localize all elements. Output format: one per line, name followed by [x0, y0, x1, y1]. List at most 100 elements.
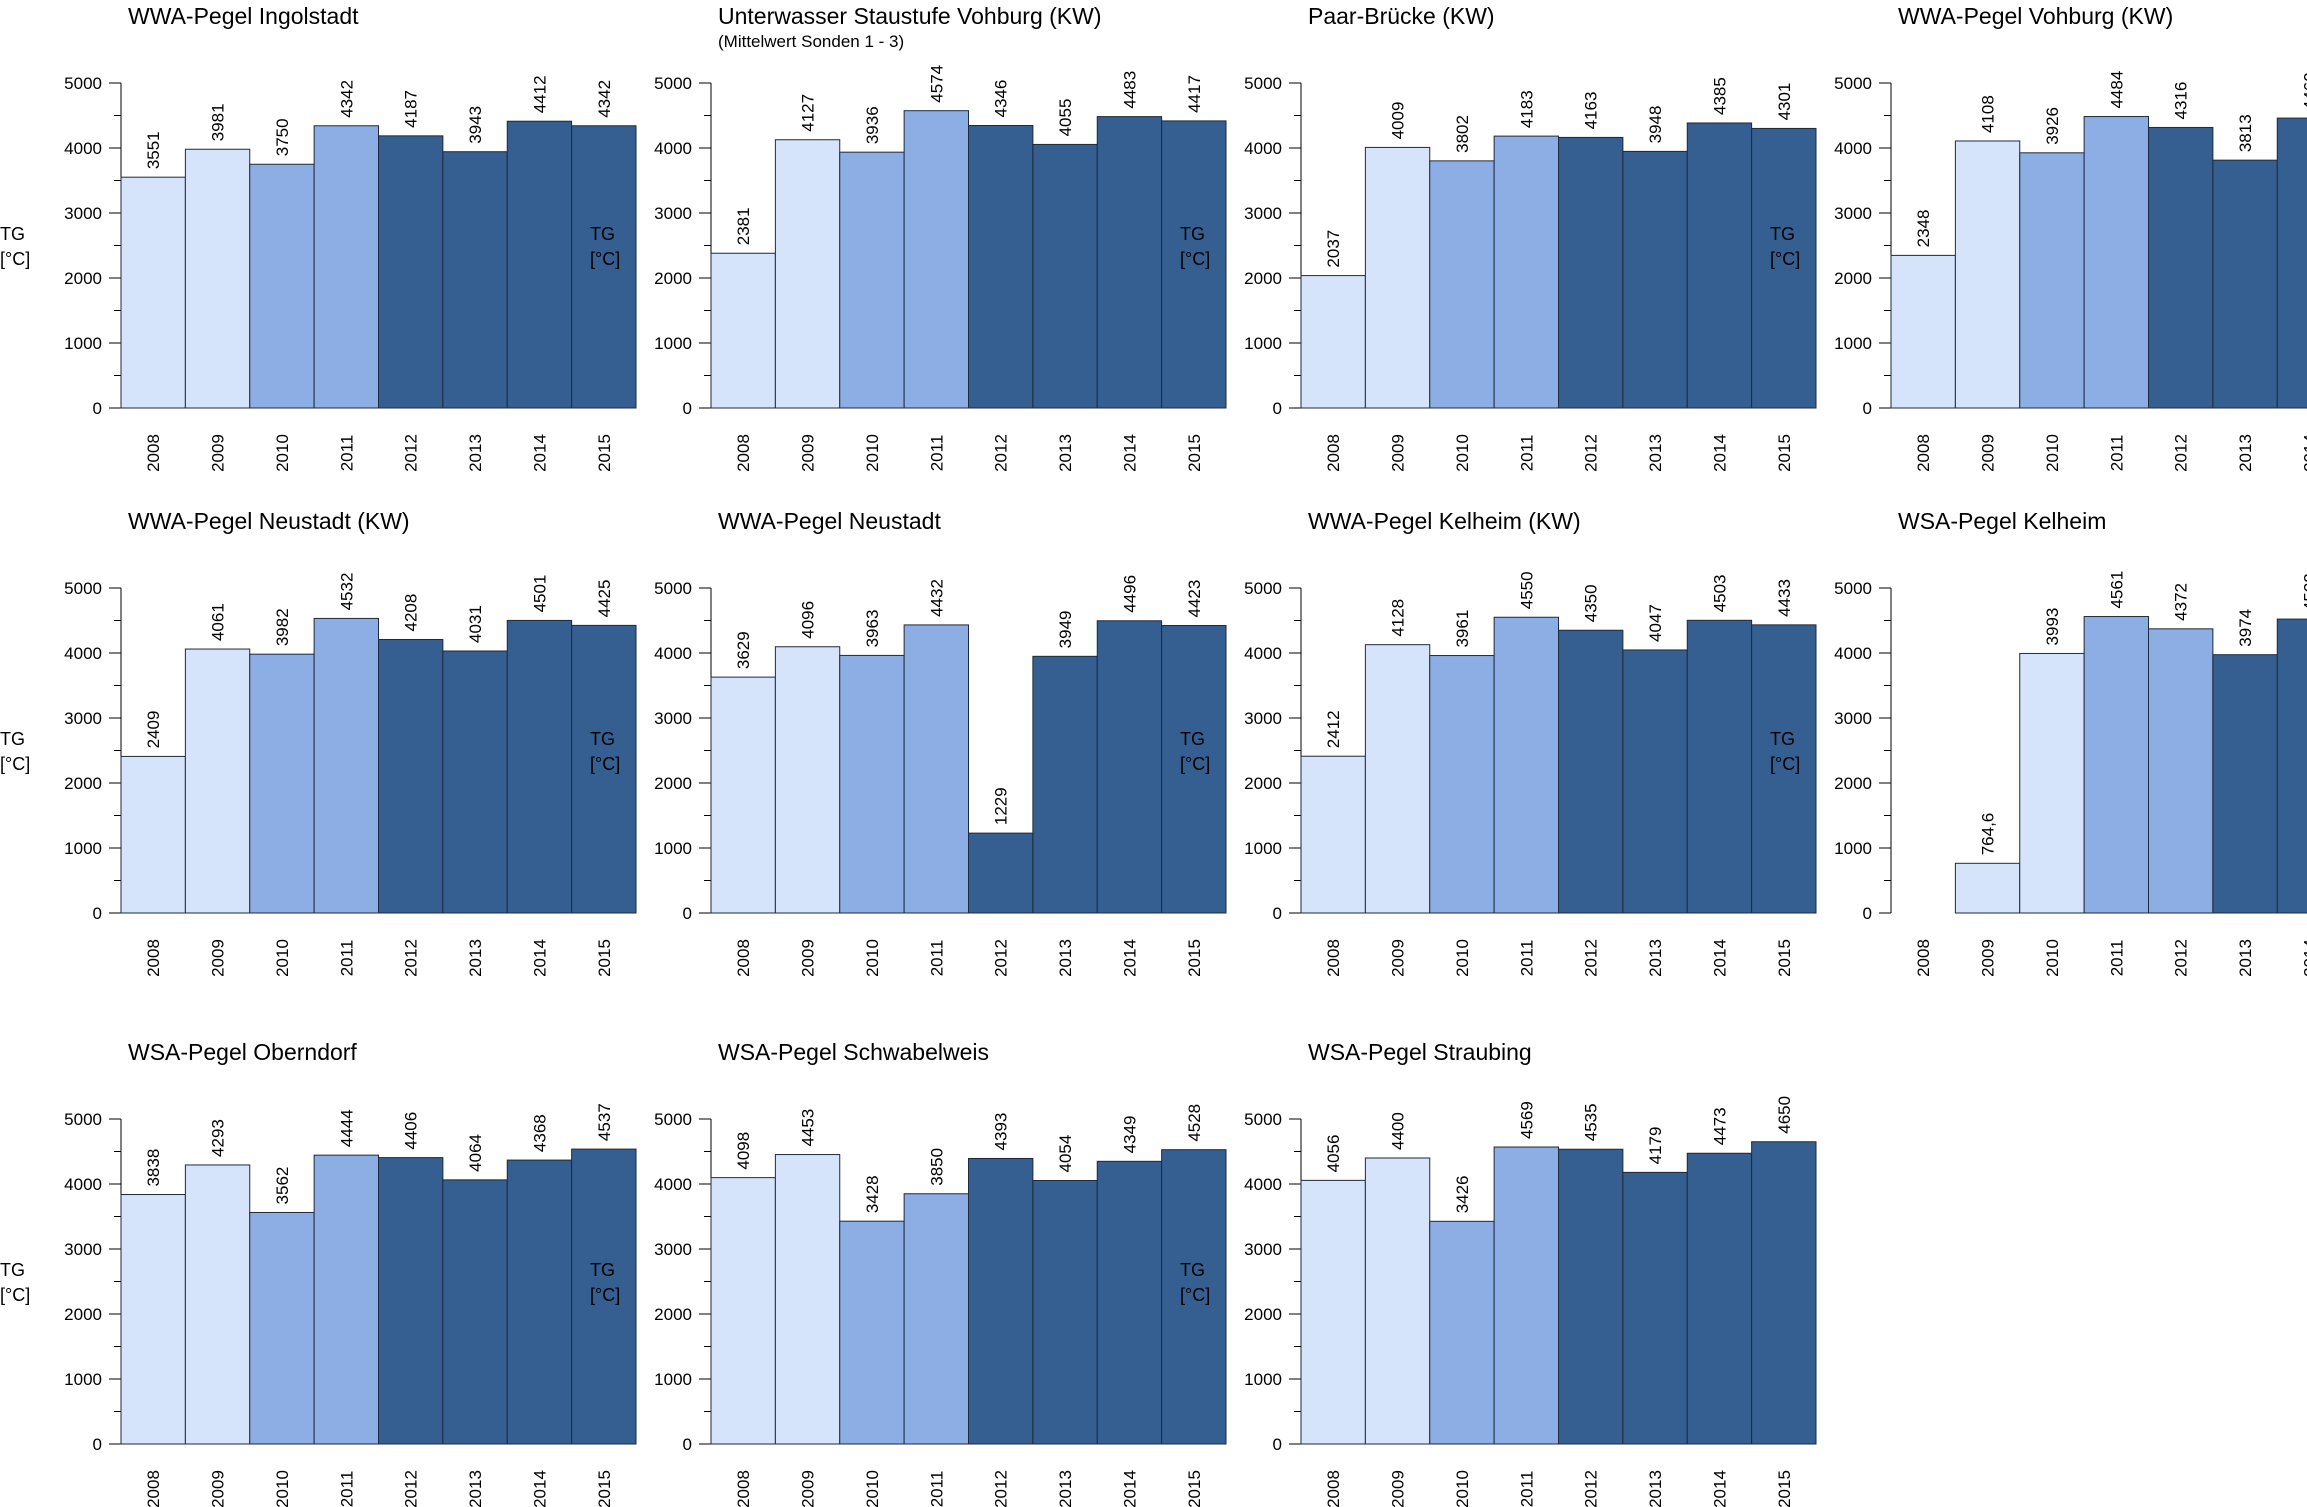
- bar-2012: [378, 638, 444, 914]
- chart-panel: WWA-Pegel Ingolstadt TG [°C] 0 1000 2000 3000 4…: [0, 3, 637, 472]
- bar-2009: [1364, 644, 1431, 914]
- y-axis-label: TG: [590, 224, 615, 244]
- bar-2009: [1954, 140, 2021, 409]
- chart-panel: WSA-Pegel Oberndorf TG [°C] 0 1000 2000 3000 40…: [0, 1039, 637, 1507]
- bar-value-label: 3936: [863, 106, 882, 144]
- bar-value-label: 4385: [1710, 77, 1729, 115]
- x-tick-label: 2014: [1710, 1470, 1729, 1507]
- bar-2012: [2148, 628, 2214, 914]
- bar-2013: [1032, 1179, 1098, 1445]
- y-tick-label: 4000: [64, 644, 102, 663]
- bar-2009: [1364, 146, 1431, 409]
- bar-value-label: 4496: [1120, 575, 1139, 613]
- x-tick-label: 2011: [927, 1471, 946, 1507]
- y-tick-label: 1000: [64, 334, 102, 353]
- bar-value-label: 4569: [1517, 1101, 1536, 1139]
- bar-value-label: 4293: [209, 1119, 228, 1157]
- bar-2012: [378, 1157, 444, 1445]
- x-tick-label: 2013: [2236, 434, 2255, 472]
- x-tick-label: 2011: [927, 940, 946, 977]
- bar-value-label: 4098: [734, 1132, 753, 1170]
- y-tick-label: 5000: [654, 579, 692, 598]
- y-tick-label: 4000: [654, 139, 692, 158]
- y-tick-label: 0: [1863, 399, 1872, 418]
- y-axis-unit: [°C]: [590, 1285, 620, 1305]
- bar-value-label: 4522: [2300, 573, 2307, 611]
- y-tick-label: 5000: [64, 1110, 102, 1129]
- y-axis-unit: [°C]: [0, 1285, 30, 1305]
- bar-2013: [1622, 1171, 1688, 1445]
- bar-value-label: 3629: [734, 631, 753, 669]
- y-tick-label: 5000: [1834, 74, 1872, 93]
- chart-panel: WWA-Pegel Neustadt TG [°C] 0 1000 2000 3000 400…: [590, 508, 1227, 977]
- bar-2015: [1751, 127, 1817, 409]
- x-tick-label: 2010: [1453, 434, 1472, 472]
- bar-value-label: 4650: [1775, 1096, 1794, 1134]
- chart-panel: WSA-Pegel Straubing TG [°C] 0 1000 2000 3000 40…: [1180, 1039, 1817, 1507]
- y-tick-label: 0: [683, 904, 692, 923]
- x-tick-label: 2015: [595, 434, 614, 472]
- y-axis-label: TG: [0, 224, 25, 244]
- bar-value-label: 3963: [863, 610, 882, 648]
- x-tick-label: 2009: [209, 434, 228, 472]
- bar-value-label: 4528: [1185, 1104, 1204, 1142]
- bar-2010: [1429, 1220, 1495, 1445]
- x-tick-label: 2015: [1185, 1470, 1204, 1507]
- x-tick-label: 2008: [1914, 434, 1933, 472]
- bar-2009: [184, 148, 251, 409]
- y-axis-label: TG: [0, 729, 25, 749]
- y-tick-label: 1000: [1244, 334, 1282, 353]
- bar-2009: [184, 1164, 251, 1445]
- y-axis-label: TG: [1180, 224, 1205, 244]
- bar-2014: [506, 1159, 573, 1445]
- bar-value-label: 4127: [799, 94, 818, 132]
- bar-2014: [2276, 618, 2307, 914]
- bar-2014: [506, 619, 573, 914]
- chart-title: WSA-Pegel Oberndorf: [128, 1039, 357, 1065]
- bar-value-label: 4064: [466, 1134, 485, 1172]
- y-axis-label: TG: [590, 1260, 615, 1280]
- x-tick-label: 2009: [1389, 434, 1408, 472]
- y-tick-label: 1000: [1244, 839, 1282, 858]
- x-tick-label: 2010: [273, 1470, 292, 1507]
- bar-2011: [903, 624, 969, 914]
- bar-value-label: 4453: [799, 1109, 818, 1147]
- y-tick-label: 2000: [64, 1305, 102, 1324]
- y-tick-label: 3000: [64, 709, 102, 728]
- bar-2012: [1558, 629, 1624, 914]
- bar-value-label: 4301: [1775, 83, 1794, 121]
- x-tick-label: 2012: [402, 939, 421, 977]
- bar-2010: [249, 163, 315, 409]
- bar-2009: [184, 648, 251, 914]
- bar-2010: [2019, 152, 2085, 409]
- chart-panel: WWA-Pegel Kelheim (KW) TG [°C] 0 1000 2000 300…: [1180, 508, 1817, 977]
- chart-title: WWA-Pegel Neustadt (KW): [128, 508, 410, 534]
- bar-2013: [1032, 143, 1098, 409]
- y-tick-label: 1000: [654, 334, 692, 353]
- bar-2011: [313, 125, 379, 409]
- bar-value-label: 3974: [2236, 609, 2255, 647]
- x-tick-label: 2014: [1120, 939, 1139, 977]
- chart-panel: WWA-Pegel Vohburg (KW) TG [°C] 0 1000 2000 300…: [1770, 3, 2307, 472]
- bar-2010: [839, 1220, 905, 1445]
- bar-2012: [378, 135, 444, 409]
- bar-value-label: 764,6: [1979, 813, 1998, 856]
- x-tick-label: 2014: [2300, 939, 2307, 977]
- bar-value-label: 4056: [1324, 1135, 1343, 1173]
- bar-2014: [1686, 1152, 1753, 1445]
- bar-2011: [1493, 135, 1559, 409]
- x-tick-label: 2008: [734, 1470, 753, 1507]
- y-tick-label: 2000: [1244, 774, 1282, 793]
- x-tick-label: 2010: [863, 1470, 882, 1507]
- y-tick-label: 4000: [1834, 644, 1872, 663]
- bar-2008: [710, 676, 776, 914]
- bar-2014: [1096, 620, 1163, 914]
- y-tick-label: 2000: [1244, 269, 1282, 288]
- bar-value-label: 4054: [1056, 1135, 1075, 1173]
- y-tick-label: 2000: [1244, 1305, 1282, 1324]
- bar-value-label: 2381: [734, 207, 753, 245]
- x-tick-label: 2011: [337, 940, 356, 977]
- bar-2011: [1493, 616, 1559, 914]
- chart-panel: WSA-Pegel Schwabelweis TG [°C] 0 1000 2000 300…: [590, 1039, 1227, 1507]
- y-tick-label: 3000: [654, 709, 692, 728]
